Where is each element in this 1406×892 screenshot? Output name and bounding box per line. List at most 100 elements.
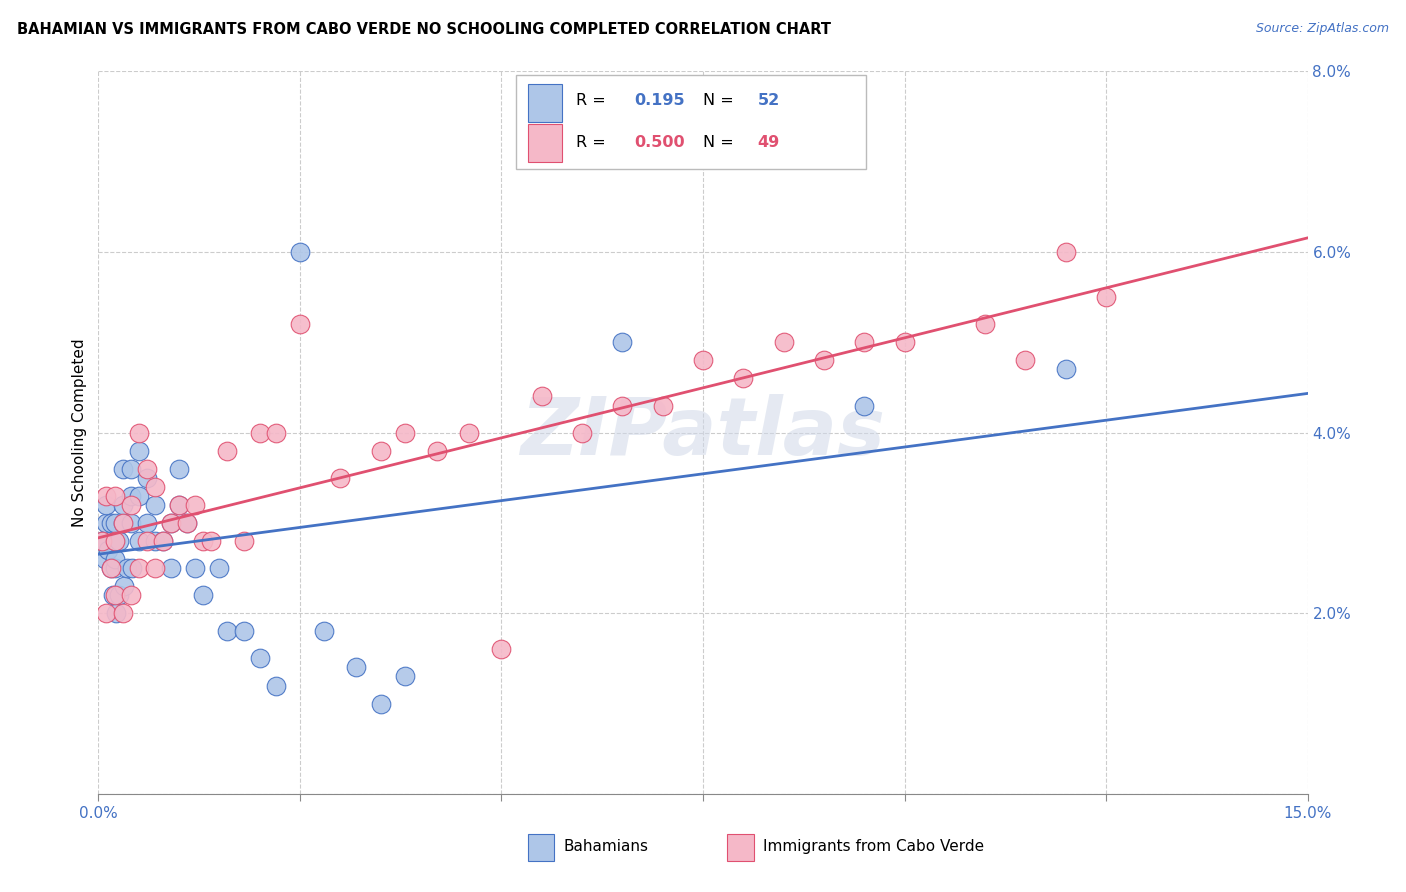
Point	[458, 425, 481, 440]
Point	[232, 624, 254, 639]
Point	[571, 425, 593, 440]
Point	[394, 669, 416, 683]
Point	[91, 533, 114, 548]
Point	[160, 516, 183, 530]
Point	[772, 335, 794, 350]
Point	[103, 516, 125, 530]
Point	[974, 318, 997, 332]
Point	[288, 244, 311, 259]
Text: Immigrants from Cabo Verde: Immigrants from Cabo Verde	[763, 839, 984, 855]
Point	[120, 489, 142, 503]
Text: 0.195: 0.195	[634, 93, 685, 108]
Y-axis label: No Schooling Completed: No Schooling Completed	[72, 338, 87, 527]
Point	[152, 533, 174, 548]
Point	[120, 462, 142, 476]
Point	[143, 480, 166, 494]
Point	[96, 607, 118, 621]
Point	[167, 462, 190, 476]
Point	[103, 561, 125, 575]
Point	[91, 533, 114, 548]
Point	[314, 624, 336, 639]
Point	[329, 471, 352, 485]
Point	[111, 607, 134, 621]
Bar	[527, 834, 554, 861]
Point	[193, 533, 215, 548]
Point	[193, 588, 215, 602]
Point	[111, 498, 134, 512]
Point	[100, 561, 122, 575]
Point	[264, 425, 287, 440]
Point	[249, 651, 271, 665]
Point	[612, 335, 634, 350]
Point	[97, 543, 120, 558]
Text: 52: 52	[758, 93, 780, 108]
Point	[128, 443, 150, 458]
Point	[160, 561, 183, 575]
Text: N =: N =	[703, 135, 740, 150]
Point	[143, 498, 166, 512]
Point	[128, 533, 150, 548]
Text: 49: 49	[758, 135, 780, 150]
Point	[107, 533, 129, 548]
Point	[167, 498, 190, 512]
Point	[394, 425, 416, 440]
Point	[184, 561, 207, 575]
Point	[217, 624, 239, 639]
Point	[135, 516, 157, 530]
Point	[111, 516, 134, 530]
Point	[105, 607, 128, 621]
Point	[893, 335, 915, 350]
Point	[184, 498, 207, 512]
Point	[853, 399, 876, 413]
Point	[370, 697, 392, 711]
Point	[111, 462, 134, 476]
Point	[232, 533, 254, 548]
Point	[111, 516, 134, 530]
Point	[1054, 244, 1077, 259]
Point	[167, 498, 190, 512]
Point	[135, 471, 157, 485]
Point	[264, 678, 287, 692]
Text: BAHAMIAN VS IMMIGRANTS FROM CABO VERDE NO SCHOOLING COMPLETED CORRELATION CHART: BAHAMIAN VS IMMIGRANTS FROM CABO VERDE N…	[17, 22, 831, 37]
Point	[176, 516, 198, 530]
Point	[370, 443, 392, 458]
Text: Source: ZipAtlas.com: Source: ZipAtlas.com	[1256, 22, 1389, 36]
Bar	[727, 834, 754, 861]
Point	[135, 533, 157, 548]
Point	[249, 425, 271, 440]
Point	[115, 561, 138, 575]
Point	[733, 371, 755, 385]
Point	[1014, 353, 1036, 368]
Bar	[527, 124, 561, 161]
Point	[96, 498, 118, 512]
Point	[128, 561, 150, 575]
Point	[103, 533, 125, 548]
Point	[1054, 362, 1077, 376]
Point	[143, 533, 166, 548]
Point	[94, 552, 117, 566]
Text: R =: R =	[576, 135, 612, 150]
Point	[100, 516, 122, 530]
Point	[612, 399, 634, 413]
Text: R =: R =	[576, 93, 612, 108]
Point	[100, 561, 122, 575]
Text: ZIPatlas: ZIPatlas	[520, 393, 886, 472]
Point	[426, 443, 449, 458]
FancyBboxPatch shape	[516, 75, 866, 169]
Point	[96, 516, 118, 530]
Text: 0.500: 0.500	[634, 135, 685, 150]
Point	[530, 389, 553, 403]
Point	[651, 399, 673, 413]
Point	[103, 552, 125, 566]
Bar	[527, 85, 561, 122]
Point	[120, 498, 142, 512]
Point	[96, 489, 118, 503]
Point	[344, 660, 367, 674]
Point	[692, 353, 714, 368]
Point	[217, 443, 239, 458]
Point	[103, 533, 125, 548]
Text: N =: N =	[703, 93, 740, 108]
Point	[101, 588, 124, 602]
Point	[120, 516, 142, 530]
Point	[152, 533, 174, 548]
